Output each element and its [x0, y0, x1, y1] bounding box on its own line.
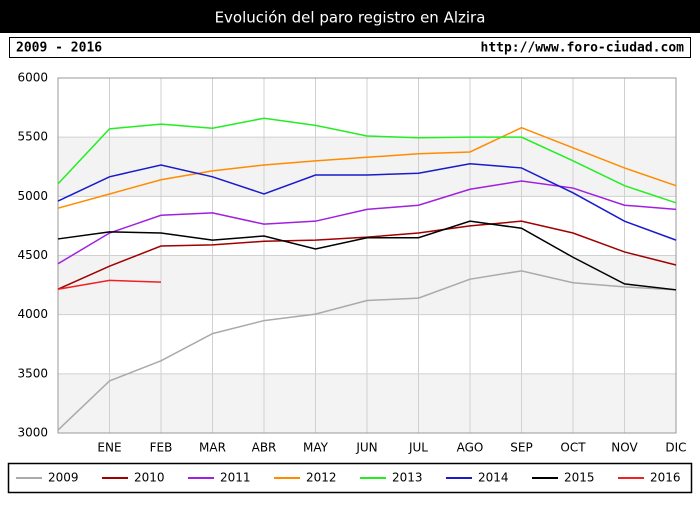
- legend-label: 2013: [392, 471, 423, 485]
- legend-label: 2016: [650, 471, 681, 485]
- y-tick-label: 5000: [17, 189, 48, 203]
- subtitle-box: [9, 37, 691, 58]
- legend-label: 2010: [134, 471, 165, 485]
- legend-label: 2014: [478, 471, 509, 485]
- y-tick-label: 3000: [17, 426, 48, 440]
- x-tick-label: AGO: [457, 441, 484, 455]
- series-line: [57, 126, 677, 209]
- legend-label: 2015: [564, 471, 595, 485]
- x-tick-label: MAR: [199, 441, 226, 455]
- series-line: [57, 163, 677, 241]
- x-tick-label: FEB: [150, 441, 173, 455]
- x-tick-label: JUN: [355, 441, 377, 455]
- x-tick-label: MAY: [303, 441, 329, 455]
- x-tick-label: NOV: [611, 441, 638, 455]
- x-tick-label: JUL: [408, 441, 428, 455]
- x-tick-label: ENE: [97, 441, 121, 455]
- x-tick-label: OCT: [560, 441, 586, 455]
- legend-label: 2011: [220, 471, 251, 485]
- y-tick-label: 5500: [17, 130, 48, 144]
- title-bar: [0, 0, 700, 33]
- y-tick-label: 3500: [17, 366, 48, 380]
- plot-frame: [57, 77, 677, 434]
- legend-label: 2009: [48, 471, 79, 485]
- subtitle-left: 2009 - 2016: [16, 41, 102, 56]
- subtitle-right: http://www.foro-ciudad.com: [481, 41, 685, 56]
- series-line: [57, 117, 677, 204]
- series-line: [57, 180, 677, 265]
- x-tick-label: DIC: [665, 441, 686, 455]
- series-line: [57, 279, 162, 290]
- series-line: [57, 270, 677, 431]
- legend-label: 2012: [306, 471, 337, 485]
- y-tick-label: 6000: [17, 71, 48, 85]
- series-line: [57, 220, 677, 291]
- x-tick-label: SEP: [510, 441, 532, 455]
- y-tick-label: 4500: [17, 248, 48, 262]
- x-tick-label: ABR: [252, 441, 277, 455]
- y-tick-label: 4000: [17, 307, 48, 321]
- chart-title: Evolución del paro registro en Alzira: [215, 9, 486, 27]
